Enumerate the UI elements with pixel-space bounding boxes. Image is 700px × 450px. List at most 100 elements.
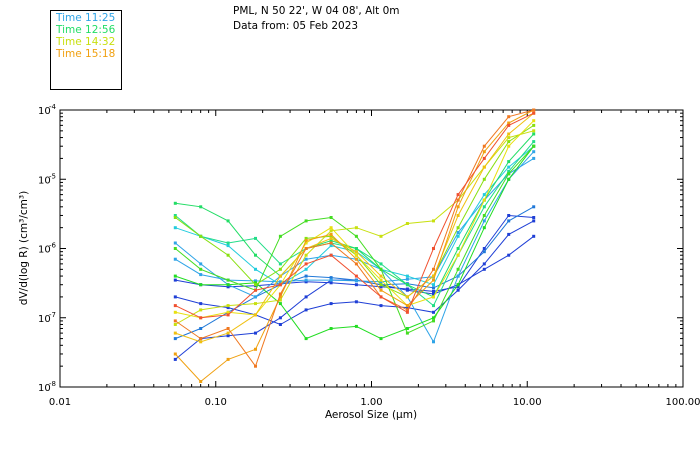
data-point [456, 283, 460, 287]
data-point [354, 274, 358, 278]
data-point [482, 177, 486, 181]
y-tick-exponent: -8 [49, 380, 56, 388]
data-point [304, 236, 308, 240]
data-point [482, 165, 486, 169]
data-point [199, 340, 203, 344]
data-point [379, 304, 383, 308]
data-point [456, 193, 460, 197]
data-point [226, 285, 230, 289]
data-point [173, 241, 177, 245]
data-point [329, 281, 333, 285]
data-point [456, 288, 460, 292]
data-point [278, 262, 282, 266]
x-tick-label: 100.00 [666, 397, 700, 408]
data-point [329, 234, 333, 238]
data-point [254, 267, 257, 271]
data-point [173, 214, 177, 217]
data-point [432, 289, 435, 293]
data-point [199, 308, 203, 312]
data-point [254, 279, 257, 283]
data-point [278, 298, 282, 302]
data-point [482, 262, 486, 266]
data-point [432, 247, 435, 250]
data-point [199, 316, 203, 320]
y-tick-label: 10 [38, 314, 51, 325]
data-point [379, 288, 383, 292]
data-point [456, 214, 460, 217]
plot-frame [59, 109, 684, 388]
data-point [482, 156, 486, 160]
data-point [254, 295, 257, 299]
data-point [278, 234, 282, 238]
data-point [354, 247, 358, 250]
data-point [254, 281, 257, 285]
data-point [354, 324, 358, 328]
data-point [532, 129, 536, 133]
data-point [254, 236, 257, 240]
y-tick-exponent: -4 [49, 103, 57, 111]
data-point [432, 286, 435, 290]
data-point [532, 219, 536, 223]
data-point [507, 219, 511, 223]
data-point [226, 278, 230, 282]
data-point [456, 247, 460, 250]
data-point [482, 214, 486, 217]
legend-entry-1432: Time 14:32 [56, 36, 116, 48]
data-point [304, 280, 308, 284]
data-point [432, 304, 435, 308]
data-point [405, 310, 409, 314]
data-point [173, 295, 177, 299]
data-point [173, 331, 177, 335]
data-point [329, 276, 333, 280]
data-point [278, 323, 282, 326]
data-point [405, 304, 409, 308]
data-point [405, 306, 409, 310]
data-point [254, 364, 257, 368]
data-point [254, 288, 257, 292]
data-point [329, 253, 333, 257]
data-point [456, 234, 460, 238]
data-point [278, 274, 282, 278]
data-point [532, 216, 536, 219]
data-point [405, 295, 409, 299]
data-point [304, 241, 308, 245]
data-point [304, 278, 308, 282]
data-point [456, 231, 460, 234]
data-point [532, 150, 536, 154]
data-point [329, 302, 333, 306]
data-point [432, 274, 435, 278]
data-point [456, 274, 460, 278]
data-point [405, 327, 409, 330]
series-line [175, 124, 534, 298]
data-point [482, 219, 486, 223]
data-point [432, 340, 435, 344]
data-series [173, 108, 536, 383]
data-point [304, 337, 308, 341]
x-axis-label: Aerosol Size (μm) [325, 409, 417, 421]
data-point [304, 253, 308, 257]
data-point [482, 226, 486, 230]
data-point [254, 283, 257, 287]
data-point [254, 253, 257, 257]
data-point [226, 306, 230, 310]
data-point [379, 274, 383, 278]
data-point [304, 267, 308, 271]
y-tick-exponent: -7 [49, 311, 56, 319]
data-point [329, 226, 333, 230]
data-point [329, 241, 333, 245]
data-point [199, 273, 203, 277]
data-point [482, 267, 486, 271]
data-point [507, 160, 511, 164]
data-point [432, 292, 435, 296]
data-point [278, 280, 282, 284]
data-point [432, 319, 435, 323]
data-point [226, 253, 230, 257]
data-point [199, 283, 203, 287]
data-point [354, 253, 358, 257]
data-point [226, 219, 230, 223]
data-point [226, 304, 230, 308]
data-point [226, 357, 230, 361]
data-point [456, 205, 460, 209]
data-point [432, 267, 435, 271]
